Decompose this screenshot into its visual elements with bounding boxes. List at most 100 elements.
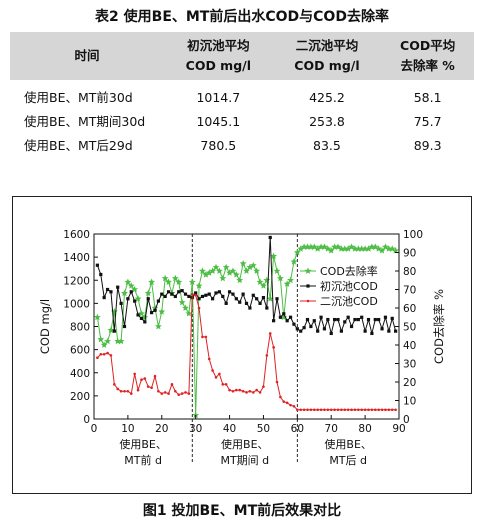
series-1-point — [141, 313, 149, 321]
row-secondary-cod: 253.8 — [309, 114, 345, 129]
series-2-point — [394, 329, 398, 333]
period-label-line1: 使用BE、 — [221, 438, 269, 451]
series-1-point — [273, 267, 281, 274]
series-1-point — [392, 247, 400, 254]
series-3-point — [123, 389, 126, 393]
series-1-point — [222, 263, 230, 271]
series-3-point — [109, 354, 113, 357]
series-1-point — [260, 282, 267, 289]
series-3-point — [373, 408, 377, 412]
series-2-point — [383, 315, 388, 319]
series-2-point — [353, 317, 357, 322]
header-primary-cod: 初沉池平均 COD mg/l — [185, 38, 251, 73]
series-2-point — [309, 324, 313, 329]
series-1-point — [182, 304, 189, 311]
x-tick-label: 90 — [392, 423, 405, 435]
x-tick-label: 50 — [257, 423, 270, 435]
series-2-point — [112, 329, 116, 333]
series-2-point — [133, 299, 137, 303]
series-3-point — [245, 391, 248, 394]
series-3-point — [180, 392, 184, 395]
series-3-point — [221, 383, 225, 386]
chart-frame: 0 10 20 30 40 50 60 70 80 90 0 200 400 600 800 1000 1200… — [12, 196, 472, 494]
series-3-point — [306, 408, 309, 412]
series-2-point — [95, 263, 99, 267]
series-1-point — [195, 282, 203, 289]
series-3-point — [102, 352, 106, 356]
series-2-point — [180, 289, 184, 293]
series-2-point — [322, 327, 327, 331]
series-2-point — [227, 290, 232, 294]
series-2-point — [139, 316, 144, 321]
series-3-point — [299, 408, 303, 412]
period-label-line2: MT期间 d — [220, 454, 269, 467]
series-1-point — [246, 263, 254, 271]
table-row: 使用BE、MT后29d 780.5 83.5 89.3 — [10, 134, 474, 158]
series-2-point — [387, 329, 391, 333]
series-2-point — [282, 312, 286, 316]
series-2-point — [278, 315, 282, 319]
series-3-point — [194, 293, 197, 297]
series-3-point — [340, 408, 343, 412]
series-1-point — [192, 411, 200, 419]
series-1-point — [365, 245, 372, 252]
series-2-point — [261, 295, 266, 300]
series-1-point — [124, 278, 132, 286]
series-3-point — [268, 332, 272, 335]
row-removal-rate: 75.7 — [413, 114, 442, 129]
y-left-tick-label: 1000 — [63, 298, 90, 310]
series-2-point — [197, 297, 201, 301]
series-1-point — [253, 267, 261, 274]
series-3-point — [113, 383, 116, 386]
series-2-point — [129, 290, 133, 294]
series-3-point — [126, 389, 130, 393]
series-1-point — [171, 274, 179, 282]
x-tick-label: 0 — [91, 423, 98, 435]
series-2-point — [116, 285, 120, 289]
series-3-point — [167, 392, 170, 395]
series-3-point — [296, 408, 299, 412]
series-1-point — [161, 274, 169, 282]
y-left-tick-label: 400 — [70, 368, 90, 380]
x-tick-label: 30 — [189, 423, 202, 435]
series-2-point — [217, 290, 221, 294]
series-3-point — [99, 352, 103, 356]
series-3-point — [384, 408, 387, 412]
series-3-point — [262, 385, 265, 388]
series-3-point — [96, 356, 99, 360]
table-row: 使用BE、MT期间30d 1045.1 253.8 75.7 — [10, 110, 474, 134]
series-3-point — [157, 389, 160, 393]
row-period: 使用BE、MT后29d — [24, 138, 133, 153]
series-1-point — [104, 337, 111, 345]
series-3-point — [241, 389, 245, 393]
y-left-tick-label: 600 — [70, 345, 90, 357]
series-2-point — [187, 294, 191, 299]
series-2-point — [170, 292, 174, 296]
series-1-point — [165, 278, 172, 286]
y-right-tick-label: 40 — [403, 340, 416, 352]
series-1-point — [202, 271, 210, 278]
series-1-point — [344, 245, 352, 252]
y-right-tick-label: 50 — [403, 322, 416, 334]
series-2-point — [356, 317, 360, 322]
series-3-point — [224, 383, 228, 386]
series-3-point — [129, 392, 133, 395]
series-2-point — [295, 327, 299, 331]
series-2-point — [200, 294, 205, 299]
series-1-point — [175, 278, 183, 286]
series-3-point — [190, 292, 194, 296]
series-3-point — [163, 391, 167, 394]
x-tick-label: 70 — [325, 423, 338, 435]
series-1-point — [239, 260, 247, 267]
row-secondary-cod: 83.5 — [313, 138, 341, 153]
series-3-point — [214, 376, 218, 379]
series-3-point — [177, 393, 181, 397]
series-2-point — [329, 331, 333, 336]
series-3-point — [394, 408, 397, 412]
series-2-point — [255, 297, 259, 301]
series-2-point — [316, 329, 320, 333]
y-right-tick-label: 20 — [403, 377, 416, 389]
y-right-axis-label: COD去除率 % — [432, 289, 446, 364]
series-2-point — [177, 290, 181, 294]
period-label-line2: MT前 d — [124, 453, 162, 467]
